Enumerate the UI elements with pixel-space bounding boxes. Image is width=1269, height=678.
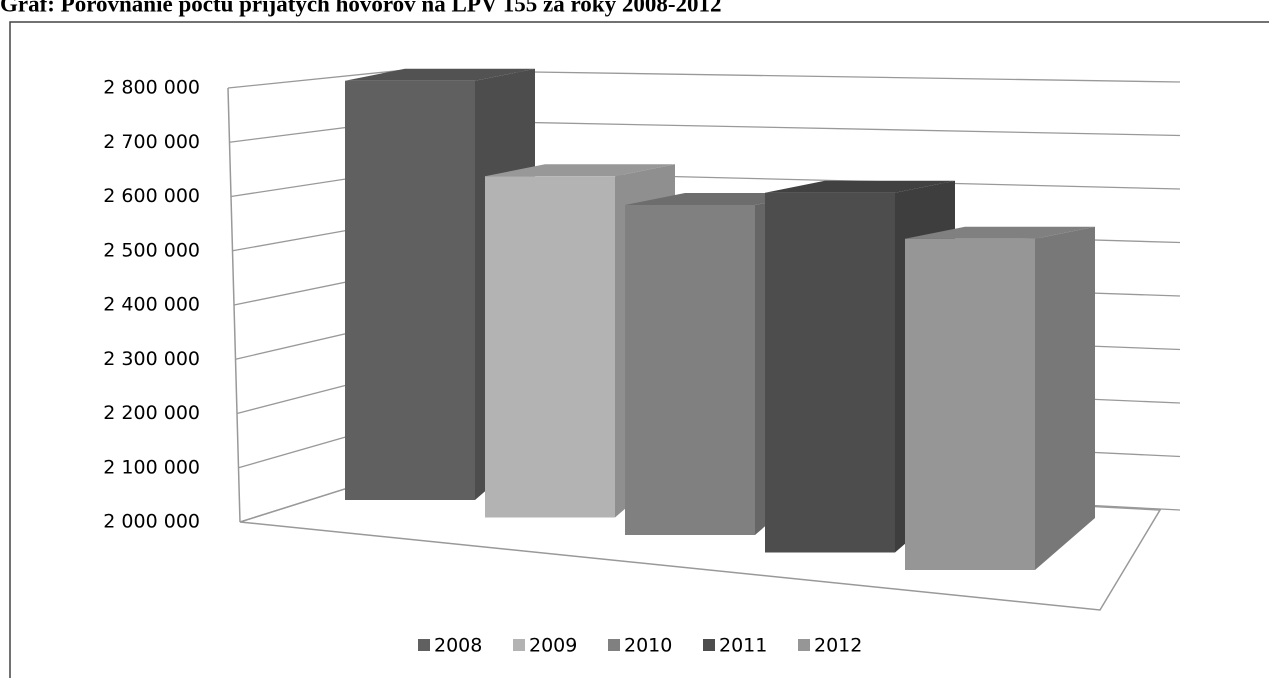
bar [905, 238, 1035, 570]
chart-title: Graf: Porovnanie počtu prijatých hovorov… [0, 0, 722, 16]
y-tick-label: 2 000 000 [103, 511, 200, 533]
chart-border [9, 21, 1269, 678]
bar-top [485, 164, 675, 177]
legend-swatch [418, 639, 430, 651]
bar [485, 176, 615, 518]
bar-top [905, 226, 1095, 239]
legend-label: 2008 [434, 635, 482, 657]
legend-label: 2009 [529, 635, 577, 657]
legend-label: 2010 [624, 635, 672, 657]
legend-label: 2012 [814, 635, 862, 657]
y-tick-label: 2 300 000 [103, 348, 200, 370]
y-tick-label: 2 400 000 [103, 294, 200, 316]
legend-label: 2011 [719, 635, 767, 657]
bar-top [765, 180, 955, 193]
y-tick-label: 2 700 000 [103, 131, 200, 153]
bar-side [1035, 226, 1095, 570]
legend-swatch [703, 639, 715, 651]
bar [765, 192, 895, 553]
bar [625, 205, 755, 535]
y-tick-label: 2 500 000 [103, 239, 200, 261]
bar [345, 80, 475, 500]
bar-top [345, 68, 535, 81]
y-tick-label: 2 800 000 [103, 77, 200, 99]
y-tick-label: 2 100 000 [103, 456, 200, 478]
legend-swatch [513, 639, 525, 651]
y-tick-label: 2 200 000 [103, 402, 200, 424]
legend-swatch [608, 639, 620, 651]
y-tick-label: 2 600 000 [103, 185, 200, 207]
legend-swatch [798, 639, 810, 651]
